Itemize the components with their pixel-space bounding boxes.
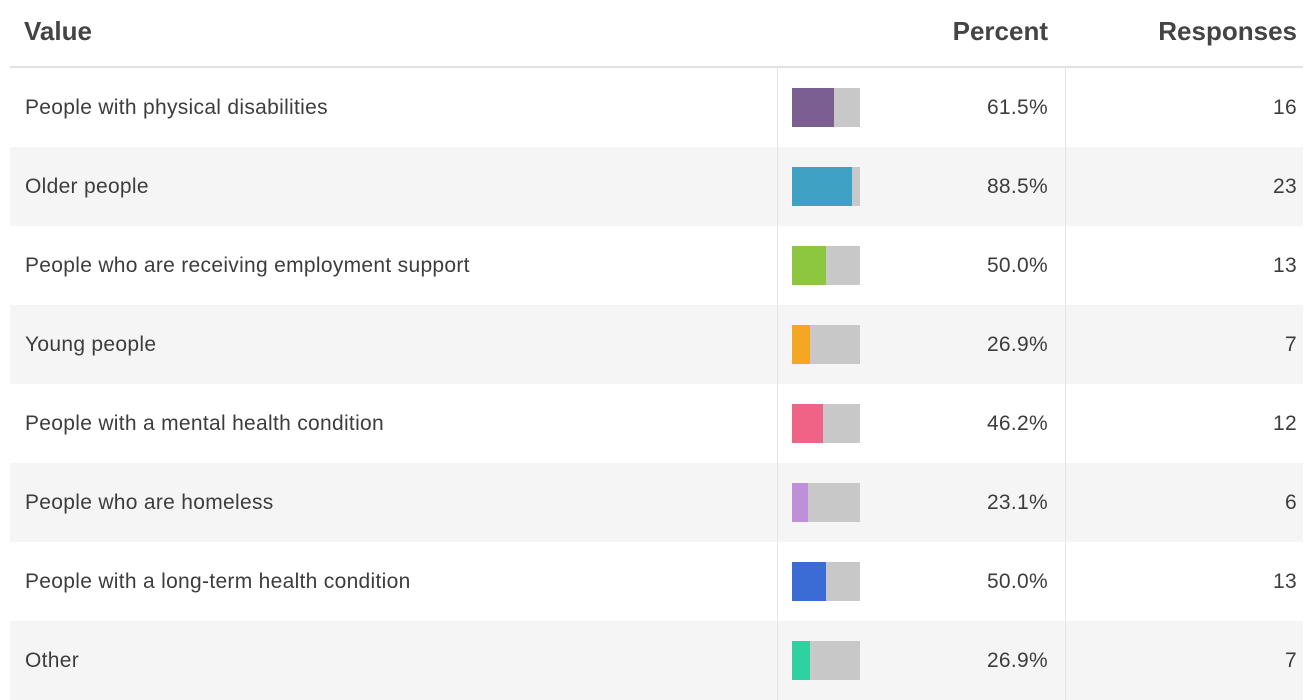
bar — [792, 483, 808, 522]
header-responses: Responses — [1158, 16, 1297, 46]
header-divider — [10, 66, 1303, 68]
bar-track — [792, 325, 860, 364]
table-row: Young people 26.9% 7 — [10, 305, 1303, 384]
bar — [792, 562, 826, 601]
column-divider — [777, 305, 778, 384]
bar — [792, 325, 811, 364]
bar-track — [792, 641, 860, 680]
responses: 7 — [1285, 649, 1297, 672]
bar-track — [792, 167, 860, 206]
percent: 50.0% — [986, 254, 1048, 277]
percent: 26.9% — [986, 333, 1048, 356]
table-row: People with a mental health condition 46.… — [10, 384, 1303, 463]
column-divider — [777, 226, 778, 305]
row-label: People with a mental health condition — [25, 412, 384, 435]
column-divider — [1065, 463, 1066, 542]
bar-track — [792, 404, 860, 443]
column-divider — [777, 621, 778, 700]
table-row: Older people 88.5% 23 — [10, 147, 1303, 226]
column-divider — [1065, 542, 1066, 621]
row-label: People who are receiving employment supp… — [25, 254, 470, 277]
bar-track — [792, 562, 860, 601]
bar — [792, 88, 834, 127]
bar — [792, 246, 826, 285]
responses: 6 — [1285, 491, 1297, 514]
responses: 13 — [1273, 570, 1297, 593]
table-row: People who are homeless 23.1% 6 — [10, 463, 1303, 542]
header-value: Value — [24, 16, 92, 46]
bar-track — [792, 88, 860, 127]
table-row: People with physical disabilities 61.5% 16 — [10, 68, 1303, 147]
table-row: People who are receiving employment supp… — [10, 226, 1303, 305]
row-label: Other — [25, 649, 80, 672]
row-label: People with physical disabilities — [25, 96, 328, 119]
responses: 12 — [1273, 412, 1297, 435]
responses: 13 — [1273, 254, 1297, 277]
column-divider — [1065, 305, 1066, 384]
bar-track — [792, 483, 860, 522]
row-label: Young people — [25, 333, 157, 356]
bar-track — [792, 246, 860, 285]
column-divider — [777, 147, 778, 226]
percent: 23.1% — [986, 491, 1048, 514]
column-divider — [1065, 147, 1066, 226]
column-divider — [1065, 384, 1066, 463]
row-label: Older people — [25, 175, 149, 198]
column-divider — [1065, 68, 1066, 147]
percent: 50.0% — [986, 570, 1048, 593]
table-row: People with a long-term health condition… — [10, 542, 1303, 621]
column-divider — [777, 68, 778, 147]
percent: 61.5% — [986, 96, 1048, 119]
row-label: People who are homeless — [25, 491, 274, 514]
bar — [792, 404, 824, 443]
row-label: People with a long-term health condition — [25, 570, 411, 593]
percent: 88.5% — [986, 175, 1048, 198]
bar — [792, 167, 853, 206]
responses: 16 — [1273, 96, 1297, 119]
percent: 26.9% — [986, 649, 1048, 672]
percent: 46.2% — [986, 412, 1048, 435]
header-percent: Percent — [952, 16, 1048, 46]
column-divider — [1065, 226, 1066, 305]
column-divider — [777, 463, 778, 542]
responses: 7 — [1285, 333, 1297, 356]
column-divider — [777, 542, 778, 621]
column-divider — [777, 384, 778, 463]
table-row: Other 26.9% 7 — [10, 621, 1303, 700]
bar — [792, 641, 811, 680]
responses: 23 — [1273, 175, 1297, 198]
column-divider — [1065, 621, 1066, 700]
